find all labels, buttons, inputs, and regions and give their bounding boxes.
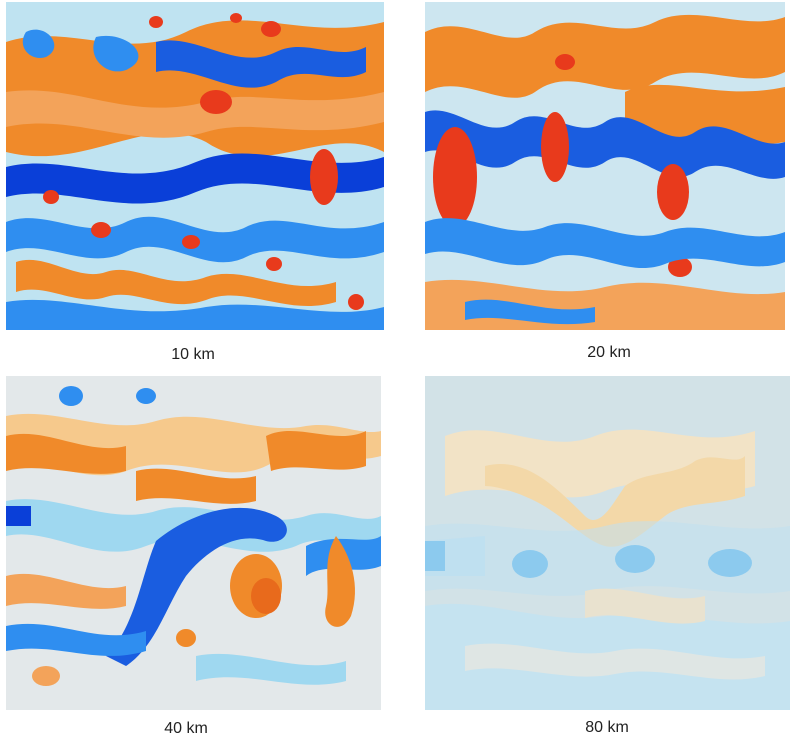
field-80km [425, 376, 790, 710]
panel-caption-10km: 10 km [171, 346, 215, 363]
field-20km [425, 2, 785, 330]
field-10km [6, 2, 384, 330]
field-40km [6, 376, 381, 710]
panel-caption-80km: 80 km [585, 719, 629, 736]
vorticity-panel-80km [425, 376, 790, 710]
panel-caption-40km: 40 km [164, 720, 208, 737]
vorticity-panel-10km [6, 2, 384, 330]
panel-caption-20km: 20 km [587, 344, 631, 361]
vorticity-panel-20km [425, 2, 785, 330]
vorticity-panel-40km [6, 376, 381, 710]
